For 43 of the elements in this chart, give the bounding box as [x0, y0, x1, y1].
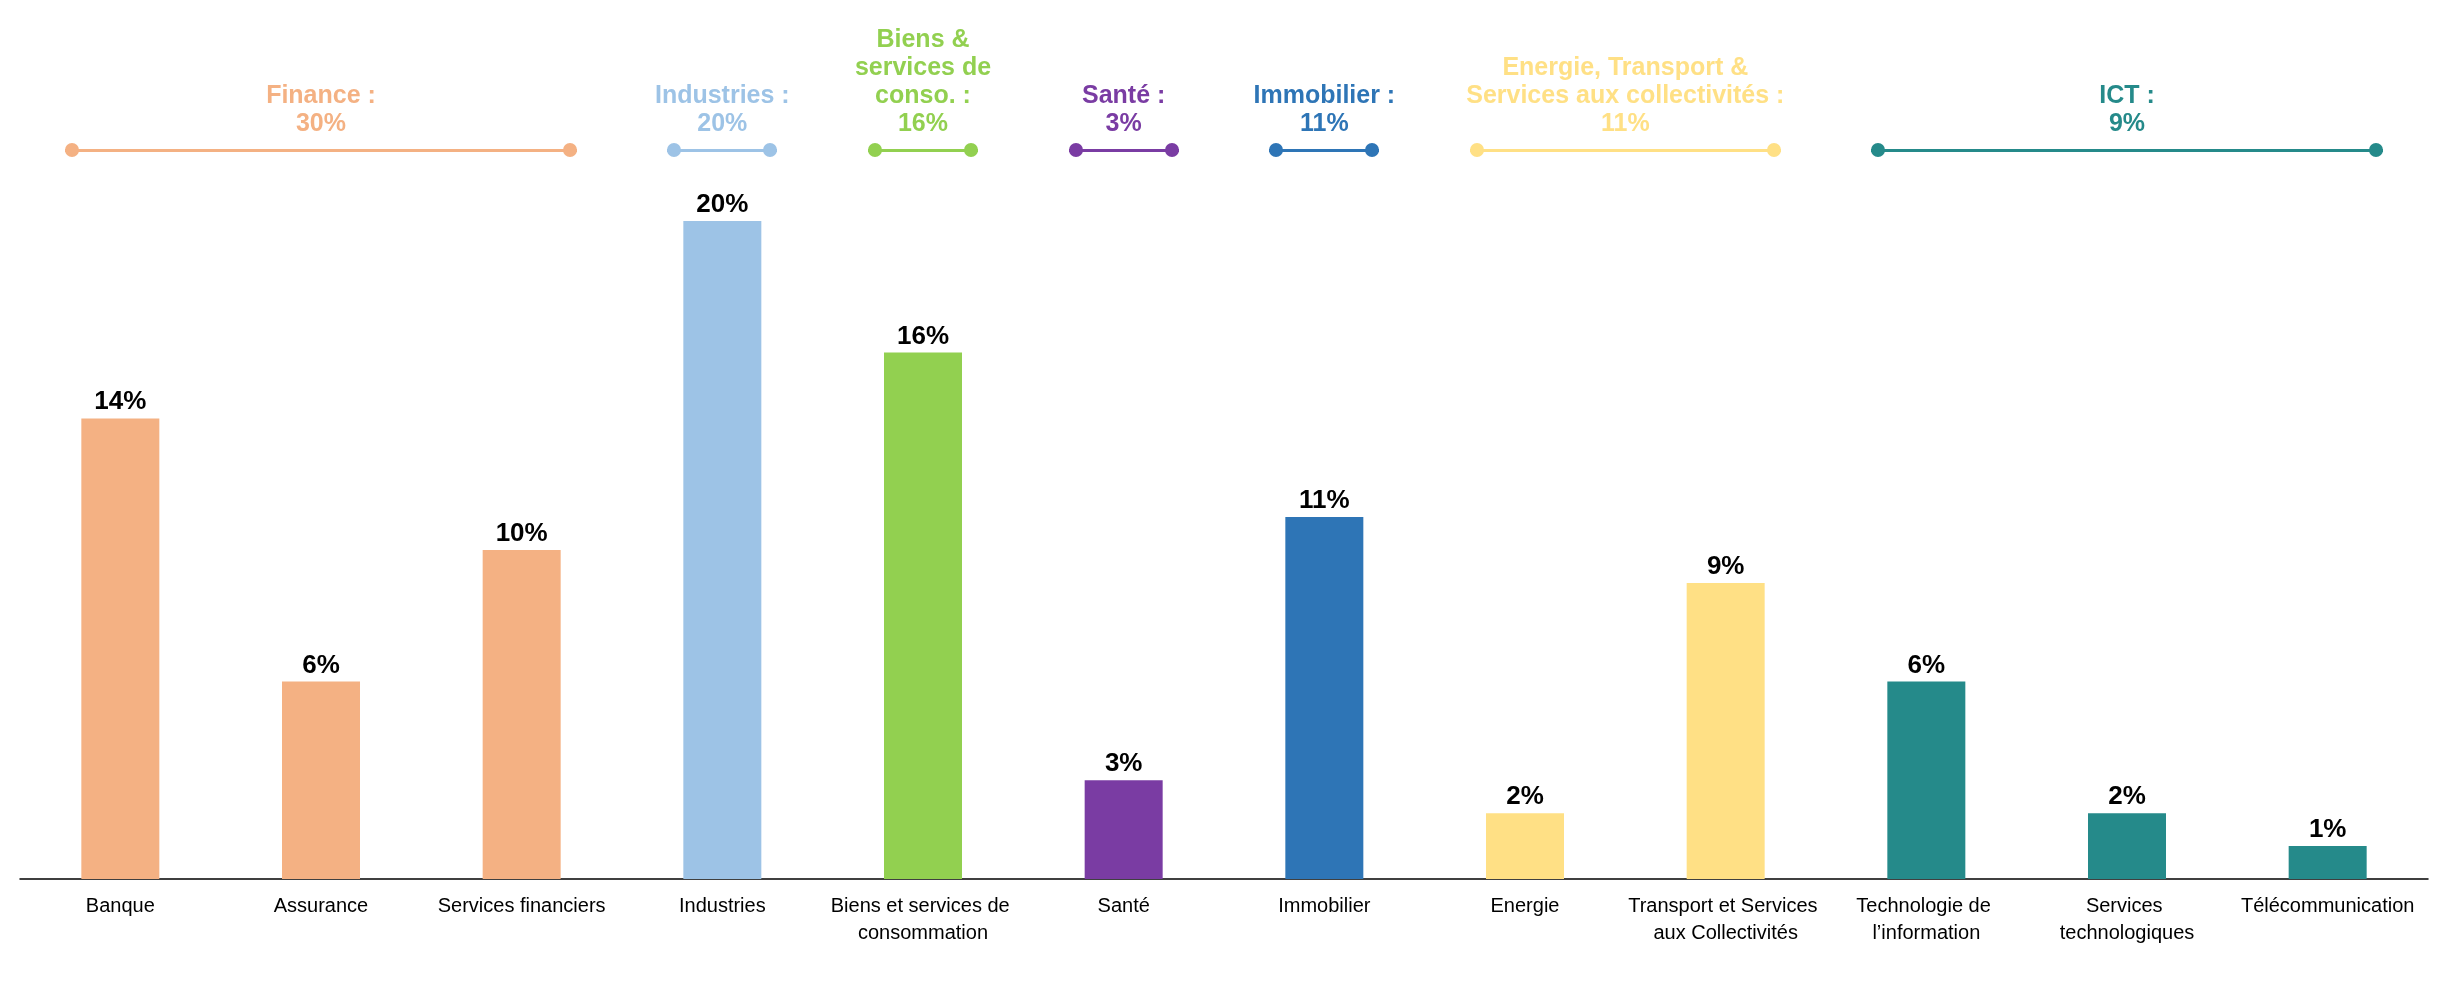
data-label: 6%: [302, 648, 340, 679]
data-label: 9%: [1706, 549, 1745, 580]
x-tick-label: Transport et Services aux Collectivités: [1628, 893, 1824, 943]
data-label: 1%: [2308, 813, 2347, 844]
data-label: 2%: [1506, 780, 1544, 811]
data-label: 2%: [2108, 780, 2146, 811]
data-label: 3%: [1104, 747, 1143, 778]
data-label: 10%: [495, 517, 548, 547]
text: Energie, Transport & Services aux collectivités : 11%: [1466, 52, 1785, 136]
bar: [2088, 813, 2166, 879]
bar: [884, 352, 962, 879]
bar: [81, 418, 160, 879]
x-tick-label: Industries: [678, 893, 766, 916]
bar: [683, 221, 762, 879]
x-tick-label: Services technologiques: [2059, 893, 2195, 943]
data-label: 11%: [1299, 484, 1350, 515]
x-tick-label: Télécommunication: [2240, 893, 2415, 916]
x-tick-label: Assurance: [273, 893, 369, 916]
x-tick-label: Santé: [1097, 893, 1150, 916]
x-tick-label: Technologie de l’information: [1856, 893, 1997, 943]
text: Immobilier : 11%: [1253, 80, 1396, 136]
data-label: 14%: [94, 385, 147, 416]
bar: [1285, 517, 1364, 879]
x-tick-label: Biens et services de consommation: [830, 893, 1016, 943]
data-label: 20%: [696, 188, 749, 218]
data-label: 16%: [896, 319, 950, 350]
bar: [1686, 582, 1765, 879]
text: Industries : 20%: [654, 80, 790, 136]
x-tick-label: Banque: [85, 893, 155, 916]
text: ICT : 9%: [2099, 80, 2155, 136]
bar: [1084, 780, 1163, 879]
x-tick-label: Immobilier: [1278, 893, 1371, 916]
text: Finance : 30%: [266, 80, 376, 136]
bar: [2288, 846, 2367, 879]
bar: [1887, 681, 1966, 879]
bar: [482, 550, 561, 879]
bar: [1486, 813, 1564, 879]
x-tick-label: Services financiers: [437, 893, 606, 916]
bar: [282, 681, 360, 879]
text: Santé : 3%: [1081, 80, 1166, 136]
text: Biens & services de conso. : 16%: [854, 24, 992, 136]
data-label: 6%: [1907, 648, 1946, 679]
x-tick-label: Energie: [1490, 893, 1560, 916]
